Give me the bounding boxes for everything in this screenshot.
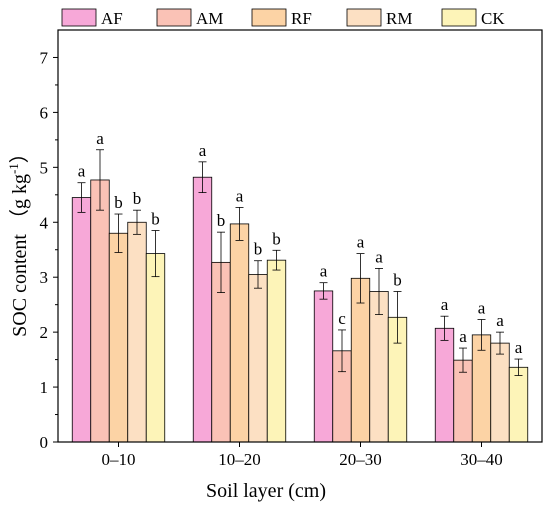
significance-letter-ck-1: b — [151, 210, 160, 229]
y-tick-label-0: 0 — [40, 433, 49, 452]
legend-swatch-rf — [251, 8, 287, 27]
legend-swatch-ck — [441, 8, 477, 27]
significance-letter-rm-4: a — [496, 311, 504, 330]
y-tick-label-7: 7 — [40, 48, 49, 67]
significance-letter-rm-3: a — [375, 247, 383, 266]
y-tick-label-6: 6 — [40, 103, 49, 122]
significance-letter-rf-3: a — [357, 233, 365, 252]
significance-letter-rf-1: b — [114, 193, 123, 212]
bar-rf-1 — [108, 232, 129, 443]
legend: AF AM RF RM CK — [61, 8, 505, 28]
significance-letter-af-3: a — [320, 262, 328, 281]
legend-swatch-rm — [346, 8, 382, 27]
y-tick-label-4: 4 — [40, 213, 49, 232]
bar-rm-4 — [490, 342, 510, 443]
legend-swatch-af — [61, 8, 97, 27]
bar-ck-4 — [508, 366, 529, 443]
y-axis-title: SOC content （g kg-1） — [6, 143, 31, 337]
bar-af-1 — [71, 197, 92, 443]
error-bars-group — [77, 149, 523, 376]
x-axis-title: Soil layer (cm) — [206, 480, 326, 502]
y-tick-label-5: 5 — [40, 158, 49, 177]
significance-letter-rm-1: b — [133, 189, 142, 208]
bar-rf-2 — [229, 223, 250, 443]
legend-swatch-am — [156, 8, 192, 27]
plot-frame — [57, 29, 543, 443]
x-tick-label-4: 30–40 — [460, 450, 503, 469]
bar-af-2 — [192, 176, 213, 443]
significance-letter-am-1: a — [96, 129, 104, 148]
bar-rm-1 — [127, 221, 147, 443]
significance-letter-am-2: b — [217, 211, 226, 230]
significance-letter-rm-2: b — [254, 240, 263, 259]
bar-rf-4 — [471, 334, 492, 443]
legend-label-af: AF — [101, 9, 123, 28]
y-tick-label-2: 2 — [40, 323, 49, 342]
y-tick-label-3: 3 — [40, 268, 49, 287]
significance-letter-rf-2: a — [236, 186, 244, 205]
significance-letter-af-2: a — [199, 141, 207, 160]
y-axis-title-main: SOC content （g kg — [8, 174, 31, 337]
bar-am-1 — [90, 179, 110, 443]
significance-letter-ck-3: b — [393, 270, 402, 289]
significance-letter-af-1: a — [78, 162, 86, 181]
x-tick-label-3: 20–30 — [339, 450, 382, 469]
y-tick-label-1: 1 — [40, 378, 49, 397]
bar-ck-1 — [145, 253, 166, 443]
significance-letter-ck-2: b — [272, 229, 281, 248]
y-axis-title-sup: -1 — [6, 163, 21, 174]
bar-rm-2 — [248, 274, 268, 443]
significance-letter-rf-4: a — [478, 298, 486, 317]
significance-letter-af-4: a — [441, 295, 449, 314]
significance-letter-am-4: a — [459, 327, 467, 346]
y-axis-title-tail: ） — [8, 143, 31, 163]
x-tick-label-1: 0–10 — [102, 450, 136, 469]
bar-af-3 — [313, 290, 334, 443]
legend-label-ck: CK — [481, 9, 505, 28]
legend-label-rm: RM — [386, 9, 412, 28]
bars-group — [71, 176, 529, 443]
axes-group: 0–10 10–20 20–30 30–40 0 1 2 3 4 5 6 7 — [40, 29, 543, 469]
bar-af-4 — [434, 327, 455, 443]
significance-letter-ck-4: a — [515, 338, 523, 357]
legend-label-am: AM — [196, 9, 223, 28]
significance-letter-am-3: c — [338, 309, 346, 328]
x-tick-label-2: 10–20 — [218, 450, 261, 469]
bar-ck-2 — [266, 259, 287, 443]
legend-label-rf: RF — [291, 9, 312, 28]
